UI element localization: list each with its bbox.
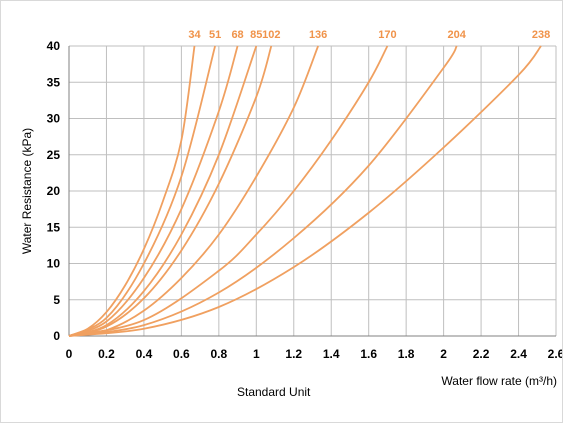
y-tick-label: 5: [53, 293, 60, 307]
standard-unit-caption: Standard Unit: [237, 385, 311, 399]
curve-51: [68, 45, 216, 337]
x-tick-label: 2.4: [510, 347, 527, 361]
x-tick-label: 0: [66, 347, 73, 361]
curve-34: [68, 45, 196, 337]
curve-labels: 34 51 68 85 102 136 170 204 238: [188, 29, 550, 41]
curve-102: [68, 45, 273, 337]
curve-label-68: 68: [231, 29, 243, 41]
x-tick-label: 1.6: [360, 347, 377, 361]
y-tick-label: 15: [47, 220, 61, 234]
grid: [69, 45, 557, 336]
x-tick-label: 0.6: [173, 347, 190, 361]
y-tick-label: 20: [47, 184, 61, 198]
x-tick-label: 0.4: [136, 347, 153, 361]
y-axis-label: Water Resistance (kPa): [20, 128, 34, 254]
x-axis-label: Water flow rate (m³/h): [441, 374, 557, 388]
curve-204: [68, 45, 458, 337]
x-tick-label: 2: [440, 347, 447, 361]
curves: [68, 45, 542, 337]
curve-170: [68, 45, 389, 337]
x-tick-label: 2.6: [548, 347, 562, 361]
curve-238: [68, 45, 542, 337]
curve-label-102: 102: [262, 29, 280, 41]
curve-label-136: 136: [309, 29, 327, 41]
y-tick-label: 10: [47, 257, 61, 271]
curve-label-51: 51: [209, 29, 221, 41]
curve-85: [68, 45, 258, 337]
x-tick-label: 1: [253, 347, 260, 361]
y-tick-label: 25: [47, 148, 61, 162]
x-tick-label: 2.2: [473, 347, 490, 361]
x-tick-label: 0.8: [211, 347, 228, 361]
curve-label-170: 170: [378, 29, 396, 41]
axes: [68, 46, 556, 337]
x-tick-label: 1.4: [323, 347, 340, 361]
x-tick-labels: 0 0.2 0.4 0.6 0.8 1 1.2 1.4 1.6 1.8 2 2.2 2.4 2.6: [66, 347, 562, 361]
curve-136: [68, 45, 319, 337]
y-tick-label: 30: [47, 112, 61, 126]
curve-label-34: 34: [188, 29, 201, 41]
curve-label-238: 238: [532, 29, 550, 41]
y-tick-labels: 0 5 10 15 20 25 30 35 40: [47, 39, 61, 343]
curve-68: [68, 45, 239, 337]
y-tick-label: 35: [47, 75, 61, 89]
y-tick-label: 0: [53, 329, 60, 343]
x-tick-label: 0.2: [98, 347, 115, 361]
curve-label-204: 204: [448, 29, 467, 41]
x-tick-label: 1.2: [285, 347, 302, 361]
curve-label-85: 85: [250, 29, 262, 41]
y-tick-label: 40: [47, 39, 61, 53]
x-tick-label: 1.8: [398, 347, 415, 361]
